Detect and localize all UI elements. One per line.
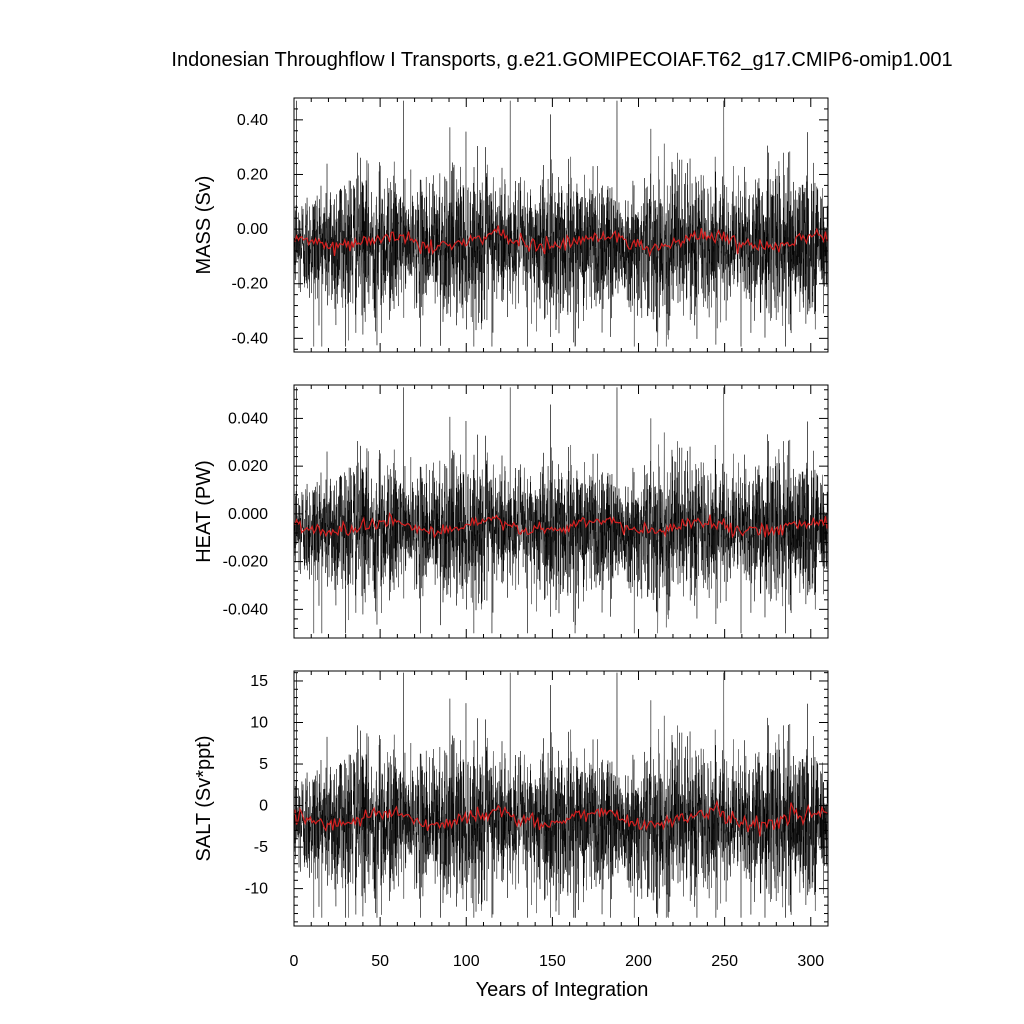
y-tick-label: -10 [245,881,268,898]
y-axis-label-mass: MASS (Sv) [193,176,215,275]
x-tick-label: 0 [290,953,299,970]
x-tick-label: 300 [797,953,824,970]
panel-heat: -0.040 -0.020 0.000 0.020 0.040 HEAT (PW) [193,384,829,639]
y-tick-label: 0.000 [228,506,268,523]
y-tick-label: 0.20 [237,166,268,183]
y-tick-label: 10 [250,714,268,731]
plot-frame-heat [293,384,829,639]
series-monthly-heat [294,387,828,634]
y-tick-label: -0.020 [223,554,268,571]
chart-title: Indonesian Throughflow I Transports, g.e… [171,49,952,71]
series-monthly-mass [294,100,828,347]
series-annual-mean-mass [294,225,828,258]
x-tick-label: 250 [711,953,738,970]
plot-frame-salt [293,670,829,927]
x-tick-label: 50 [371,953,389,970]
x-tick-label: 200 [625,953,652,970]
y-axis-label-heat: HEAT (PW) [193,460,215,563]
panel-salt: -10 -5 0 5 10 15 SALT (Sv*ppt) 0 50 100 150 200 250 3… [193,670,829,970]
y-tick-label: -0.40 [232,330,269,347]
y-tick-label: 0.020 [228,458,268,475]
series-monthly-salt [294,672,828,918]
plot-frame-mass [293,97,829,353]
series-annual-mean-heat [294,511,828,539]
y-tick-label: 0.040 [228,410,268,427]
y-tick-label: 5 [259,756,268,773]
y-axis-label-salt: SALT (Sv*ppt) [193,736,215,862]
series-annual-mean-salt [294,799,828,837]
y-tick-label: 15 [250,673,268,690]
panel-mass: -0.40 -0.20 0.00 0.20 0.40 MASS (Sv) [193,97,829,353]
y-tick-label: -5 [254,839,268,856]
y-tick-label: 0.00 [237,221,268,238]
x-tick-label: 100 [453,953,480,970]
y-tick-label: -0.040 [223,601,268,618]
x-tick-label: 150 [539,953,566,970]
y-tick-label: -0.20 [232,276,269,293]
y-tick-label: 0.40 [237,112,268,129]
y-tick-label: 0 [259,798,268,815]
x-axis-label: Years of Integration [476,979,649,1001]
